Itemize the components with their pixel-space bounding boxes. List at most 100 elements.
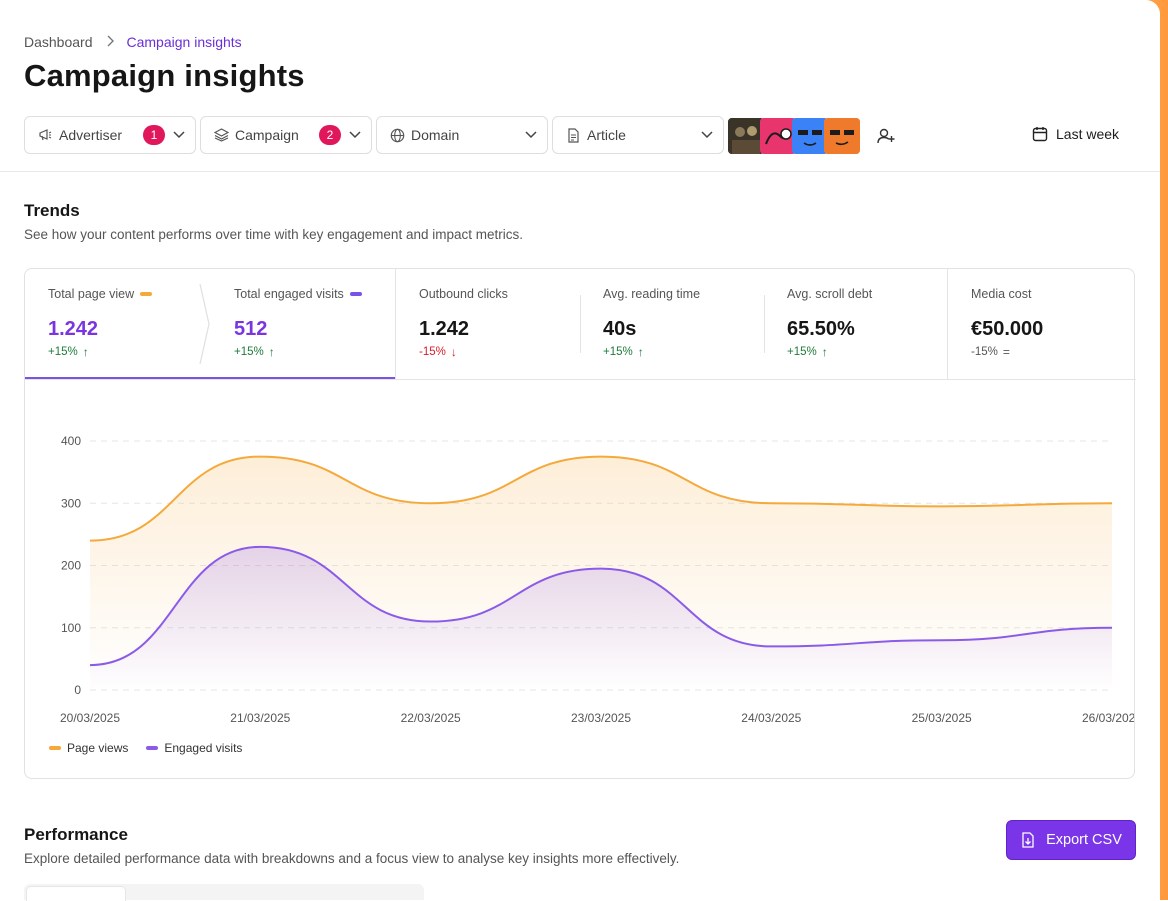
chevron-right-icon	[105, 35, 115, 50]
trends-subtitle: See how your content performs over time …	[24, 227, 523, 242]
metrics-row: Total page view 1.242 +15% ↑ Total engage…	[25, 269, 1136, 380]
metric-label: Media cost	[971, 287, 1032, 301]
filter-advertiser-badge: 1	[143, 125, 165, 145]
legend-swatch	[146, 746, 159, 750]
series-swatch-engaged-visits	[349, 292, 362, 296]
trends-title: Trends	[24, 201, 80, 220]
document-icon	[565, 127, 581, 143]
filter-article[interactable]: Article	[552, 116, 724, 154]
metric-label: Avg. reading time	[603, 287, 701, 301]
metric-change: +15%	[603, 346, 633, 358]
metric-outbound-clicks[interactable]: Outbound clicks 1.242 -15% ↓	[419, 269, 579, 379]
breadcrumb-dashboard[interactable]: Dashboard	[24, 34, 93, 50]
metric-value: 1.242	[48, 318, 99, 340]
metric-change: +15%	[787, 346, 817, 358]
filter-bar: Advertiser 1 Campaign 2 Domain	[24, 116, 728, 156]
metric-change: +15%	[48, 346, 78, 358]
metric-avg-scroll-debt[interactable]: Avg. scroll debt 65.50% +15% ↑	[787, 269, 947, 379]
series-area-1	[90, 546, 1112, 690]
filter-advertiser[interactable]: Advertiser 1	[24, 116, 196, 154]
metric-avg-reading-time[interactable]: Avg. reading time 40s +15% ↑	[603, 269, 763, 379]
filter-campaign[interactable]: Campaign 2	[200, 116, 372, 154]
metric-change: +15%	[234, 346, 264, 358]
metric-value: €50.000	[971, 318, 1044, 340]
equals-icon: =	[1002, 345, 1010, 359]
arrow-down-icon: ↓	[450, 345, 457, 359]
y-tick-label: 300	[61, 496, 81, 510]
arrow-up-icon: ↑	[821, 345, 828, 359]
metric-total-page-view[interactable]: Total page view 1.242 +15% ↑	[48, 269, 208, 379]
filter-advertiser-label: Advertiser	[59, 127, 123, 143]
layers-icon	[213, 127, 229, 143]
metric-divider	[764, 295, 765, 353]
y-tick-label: 0	[74, 683, 81, 697]
x-tick-label: 26/03/2025	[1082, 711, 1134, 725]
performance-subtitle: Explore detailed performance data with b…	[24, 851, 680, 866]
page-title: Campaign insights	[24, 58, 305, 93]
date-range-button[interactable]: Last week	[1032, 126, 1119, 142]
metric-value: 512	[234, 318, 268, 340]
date-range-label: Last week	[1056, 126, 1120, 142]
file-download-icon	[1020, 832, 1036, 848]
avatar[interactable]	[824, 118, 860, 154]
filter-domain[interactable]: Domain	[376, 116, 548, 154]
filter-domain-label: Domain	[411, 127, 460, 143]
performance-tabs	[24, 884, 424, 901]
trends-panel: Total page view 1.242 +15% ↑ Total engage…	[24, 268, 1136, 779]
avatar-group	[728, 118, 860, 154]
metric-change: -15%	[971, 346, 998, 358]
breadcrumb: Dashboard Campaign insights	[24, 34, 242, 50]
arrow-up-icon: ↑	[637, 345, 644, 359]
series-swatch-page-views	[140, 292, 153, 296]
chevron-down-icon	[701, 129, 713, 141]
y-tick-label: 400	[61, 434, 81, 448]
series-line-1[interactable]	[89, 545, 1113, 667]
header-divider	[0, 171, 1160, 172]
active-metric-indicator	[25, 377, 395, 379]
trend-chart: 0 100 200 300 400 20/03/2025 21/03/2025 22/03/…	[60, 434, 1134, 725]
export-csv-label: Export CSV	[1046, 832, 1122, 848]
metric-media-cost[interactable]: Media cost €50.000 -15% =	[971, 269, 1131, 379]
legend-item-engaged-visits[interactable]: Engaged visits	[146, 741, 242, 755]
chevron-down-icon	[173, 129, 185, 141]
avatar[interactable]	[760, 118, 796, 154]
metric-divider	[580, 295, 581, 353]
legend-label: Engaged visits	[164, 741, 243, 755]
chevron-down-icon	[349, 129, 361, 141]
arrow-up-icon: ↑	[268, 345, 275, 359]
metric-label: Total page view	[48, 287, 135, 301]
metric-change: -15%	[419, 346, 446, 358]
metric-total-engaged-visits[interactable]: Total engaged visits 512 +15% ↑	[234, 269, 394, 379]
x-tick-label: 21/03/2025	[230, 711, 290, 725]
chevron-down-icon	[525, 129, 537, 141]
x-tick-label: 24/03/2025	[741, 711, 801, 725]
metric-label: Avg. scroll debt	[787, 287, 873, 301]
legend-item-page-views[interactable]: Page views	[49, 741, 128, 755]
export-csv-button[interactable]: Export CSV	[1006, 820, 1136, 860]
metric-value: 65.50%	[787, 318, 855, 340]
avatar[interactable]	[792, 118, 828, 154]
megaphone-icon	[37, 127, 53, 143]
legend-swatch	[49, 746, 61, 750]
calendar-icon	[1032, 126, 1048, 142]
add-user-icon[interactable]	[876, 126, 896, 146]
y-tick-label: 200	[61, 559, 81, 573]
y-tick-label: 100	[61, 621, 81, 635]
filter-article-label: Article	[587, 127, 626, 143]
x-tick-label: 25/03/2025	[912, 711, 972, 725]
x-tick-label: 22/03/2025	[401, 711, 461, 725]
legend-label: Page views	[67, 741, 129, 755]
breadcrumb-current: Campaign insights	[126, 34, 242, 50]
metric-label: Total engaged visits	[234, 287, 344, 301]
performance-tab-active[interactable]	[26, 886, 126, 901]
series-line-0[interactable]	[89, 455, 1113, 542]
x-tick-label: 23/03/2025	[571, 711, 631, 725]
metric-value: 1.242	[419, 318, 470, 340]
globe-icon	[389, 127, 405, 143]
arrow-up-icon: ↑	[82, 345, 89, 359]
avatar[interactable]	[728, 118, 764, 154]
filter-campaign-badge: 2	[319, 125, 341, 145]
step-chevron	[199, 283, 211, 370]
performance-title: Performance	[24, 825, 128, 844]
